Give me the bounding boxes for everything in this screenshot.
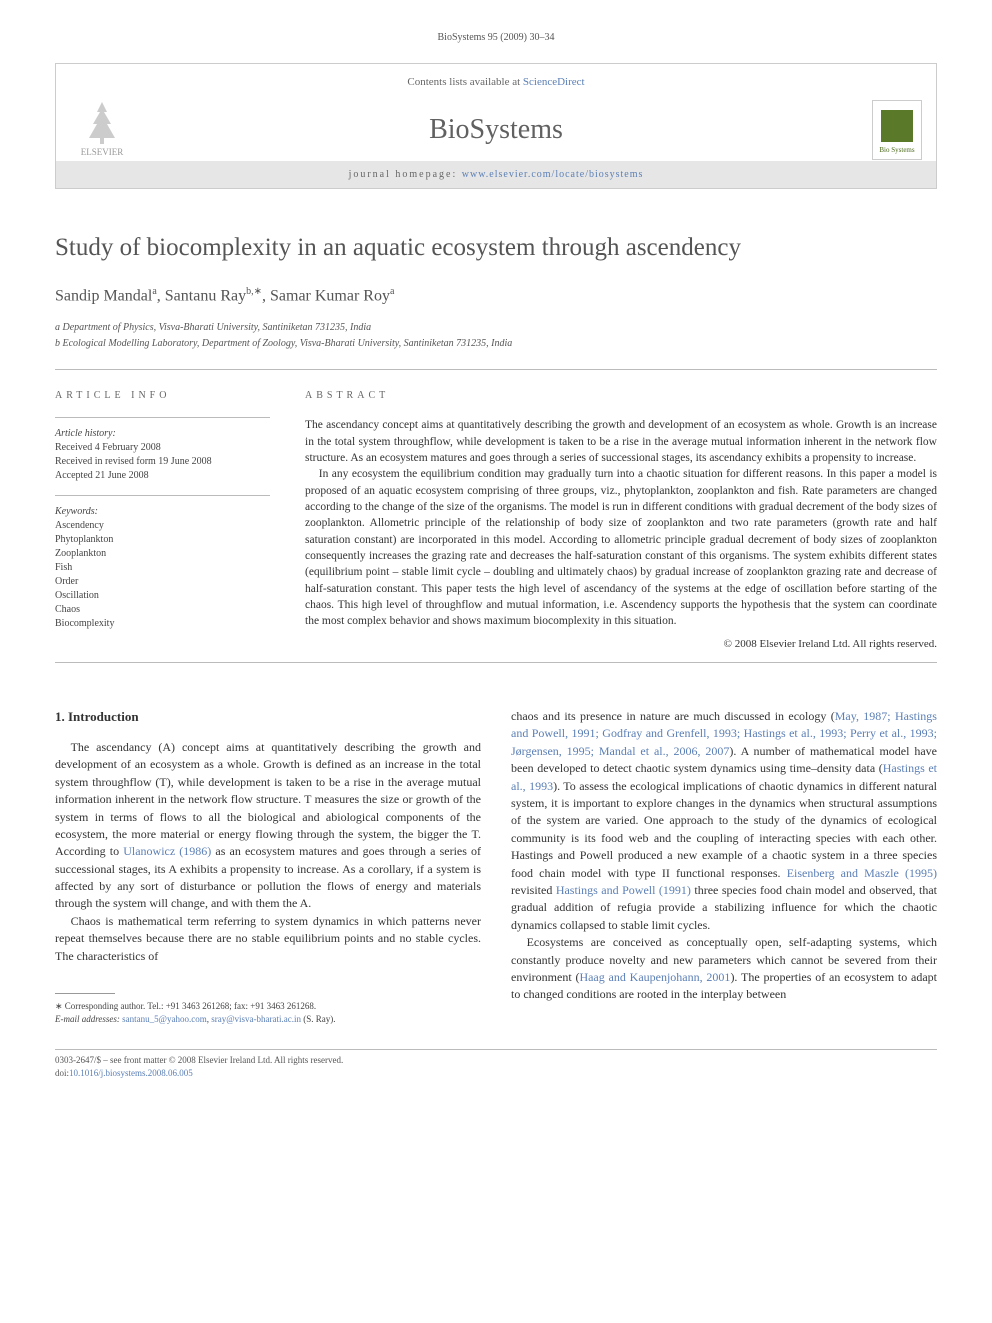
article-info-label: ARTICLE INFO <box>55 388 270 403</box>
doi-link[interactable]: 10.1016/j.biosystems.2008.06.005 <box>69 1068 193 1078</box>
keyword: Phytoplankton <box>55 533 270 547</box>
journal-cover-thumbnail: Bio Systems <box>872 100 922 160</box>
keyword: Biocomplexity <box>55 617 270 631</box>
body-column-left: 1. Introduction The ascendancy (A) conce… <box>55 708 481 1025</box>
history-revised: Received in revised form 19 June 2008 <box>55 455 270 469</box>
keyword: Chaos <box>55 603 270 617</box>
journal-name: BioSystems <box>56 109 936 151</box>
doi-label: doi: <box>55 1068 69 1078</box>
cover-square-icon <box>881 110 913 142</box>
email-line: E-mail addresses: santanu_5@yahoo.com, s… <box>55 1013 481 1026</box>
citation-link[interactable]: Hastings and Powell (1991) <box>556 883 691 897</box>
body-column-right: chaos and its presence in nature are muc… <box>511 708 937 1025</box>
abstract-column: ABSTRACT The ascendancy concept aims at … <box>305 388 937 652</box>
keyword: Oscillation <box>55 589 270 603</box>
article-info-column: ARTICLE INFO Article history: Received 4… <box>55 388 270 652</box>
citation-link[interactable]: Ulanowicz (1986) <box>123 844 211 858</box>
keywords-heading: Keywords: <box>55 504 270 519</box>
footer-separator <box>55 1049 937 1050</box>
body-text: The ascendancy (A) concept aims at quant… <box>55 740 481 858</box>
keyword: Zooplankton <box>55 547 270 561</box>
body-text: ). To assess the ecological implications… <box>511 779 937 880</box>
affiliations: a Department of Physics, Visva-Bharati U… <box>55 320 937 351</box>
journal-masthead: ELSEVIER Bio Systems Contents lists avai… <box>55 63 937 189</box>
contents-line: Contents lists available at ScienceDirec… <box>72 74 920 91</box>
divider <box>55 662 937 663</box>
corresponding-line: ∗ Corresponding author. Tel.: +91 3463 2… <box>55 1000 481 1013</box>
footnote-separator <box>55 993 115 994</box>
article-title: Study of biocomplexity in an aquatic eco… <box>55 229 937 267</box>
cover-label: Bio Systems <box>879 145 914 156</box>
keyword: Fish <box>55 561 270 575</box>
history-accepted: Accepted 21 June 2008 <box>55 469 270 483</box>
homepage-label: journal homepage: <box>349 169 462 180</box>
publisher-name: ELSEVIER <box>81 146 124 160</box>
contents-prefix: Contents lists available at <box>407 76 522 88</box>
body-paragraph: Ecosystems are conceived as conceptually… <box>511 934 937 1004</box>
email-label: E-mail addresses: <box>55 1014 122 1024</box>
publisher-logo: ELSEVIER <box>70 90 134 160</box>
abstract-label: ABSTRACT <box>305 388 937 403</box>
footer-front-matter: 0303-2647/$ – see front matter © 2008 El… <box>55 1054 937 1067</box>
body-paragraph: Chaos is mathematical term referring to … <box>55 913 481 965</box>
footer-doi-line: doi:10.1016/j.biosystems.2008.06.005 <box>55 1067 937 1080</box>
citation-link[interactable]: Haag and Kaupenjohann, 2001 <box>579 970 730 984</box>
divider <box>55 369 937 370</box>
body-columns: 1. Introduction The ascendancy (A) conce… <box>55 708 937 1025</box>
affiliation-a: a Department of Physics, Visva-Bharati U… <box>55 320 937 335</box>
keyword: Ascendency <box>55 519 270 533</box>
body-paragraph: The ascendancy (A) concept aims at quant… <box>55 739 481 913</box>
section-heading-introduction: 1. Introduction <box>55 708 481 727</box>
body-text: revisited <box>511 883 556 897</box>
sciencedirect-link[interactable]: ScienceDirect <box>523 76 585 88</box>
elsevier-tree-icon <box>77 98 127 146</box>
abstract-para-2: In any ecosystem the equilibrium conditi… <box>305 466 937 629</box>
abstract-copyright: © 2008 Elsevier Ireland Ltd. All rights … <box>305 636 937 653</box>
homepage-link[interactable]: www.elsevier.com/locate/biosystems <box>462 169 644 180</box>
body-paragraph: chaos and its presence in nature are muc… <box>511 708 937 934</box>
abstract-para-1: The ascendancy concept aims at quantitat… <box>305 417 937 466</box>
email-link-2[interactable]: sray@visva-bharati.ac.in <box>211 1014 301 1024</box>
page-footer: 0303-2647/$ – see front matter © 2008 El… <box>55 1054 937 1079</box>
history-heading: Article history: <box>55 426 270 441</box>
keyword: Order <box>55 575 270 589</box>
email-tail: (S. Ray). <box>301 1014 336 1024</box>
affiliation-b: b Ecological Modelling Laboratory, Depar… <box>55 336 937 351</box>
body-text: chaos and its presence in nature are muc… <box>511 709 835 723</box>
authors-line: Sandip Mandala, Santanu Rayb,∗, Samar Ku… <box>55 284 937 308</box>
corresponding-author-footnote: ∗ Corresponding author. Tel.: +91 3463 2… <box>55 1000 481 1025</box>
email-link-1[interactable]: santanu_5@yahoo.com <box>122 1014 207 1024</box>
journal-homepage-bar: journal homepage: www.elsevier.com/locat… <box>56 161 936 188</box>
citation-link[interactable]: Eisenberg and Maszle (1995) <box>787 866 937 880</box>
running-head: BioSystems 95 (2009) 30–34 <box>55 30 937 45</box>
history-received: Received 4 February 2008 <box>55 441 270 455</box>
